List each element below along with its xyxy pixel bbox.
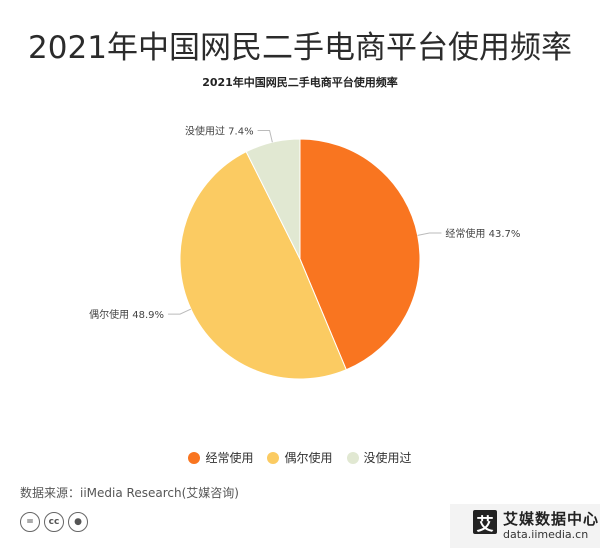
legend-swatch-never xyxy=(346,451,359,464)
data-label-occasional: 偶尔使用 48.9% xyxy=(89,308,164,321)
legend-label-frequent: 经常使用 xyxy=(205,451,254,465)
equals-icon: = xyxy=(20,512,40,532)
data-label-never: 没使用过 7.4% xyxy=(185,125,254,138)
pie-slice-occasional[interactable] xyxy=(179,151,347,380)
leader-line-occasional xyxy=(168,308,192,315)
legend-label-occasional: 偶尔使用 xyxy=(284,451,333,465)
pie-slice-frequent[interactable] xyxy=(299,138,421,371)
person-icon: ● xyxy=(68,512,88,532)
chart-title: 2021年中国网民二手电商平台使用频率 xyxy=(202,76,398,89)
license-icons: = cc ● xyxy=(20,512,88,532)
brand-name: 艾媒数据中心 xyxy=(503,510,600,528)
brand-url[interactable]: data.iimedia.cn xyxy=(503,528,589,541)
data-label-frequent: 经常使用 43.7% xyxy=(445,227,520,240)
legend-swatch-occasional xyxy=(267,451,280,464)
chart-legend: 经常使用 偶尔使用 没使用过 xyxy=(0,449,600,466)
page-title: 2021年中国网民二手电商平台使用频率 xyxy=(28,30,572,66)
cc-icon: cc xyxy=(44,512,64,532)
legend-item-never[interactable]: 没使用过 xyxy=(346,449,412,466)
pie-slice-never[interactable] xyxy=(245,138,301,260)
leader-line-frequent xyxy=(417,232,442,236)
data-source: 数据来源：iiMedia Research(艾媒咨询) xyxy=(20,486,239,500)
legend-swatch-frequent xyxy=(188,451,201,464)
legend-item-frequent[interactable]: 经常使用 xyxy=(188,449,253,466)
brand-logo-icon: 艾 xyxy=(473,510,497,535)
legend-label-never: 没使用过 xyxy=(363,451,412,465)
legend-item-occasional[interactable]: 偶尔使用 xyxy=(267,449,333,466)
leader-line-never xyxy=(257,130,273,143)
